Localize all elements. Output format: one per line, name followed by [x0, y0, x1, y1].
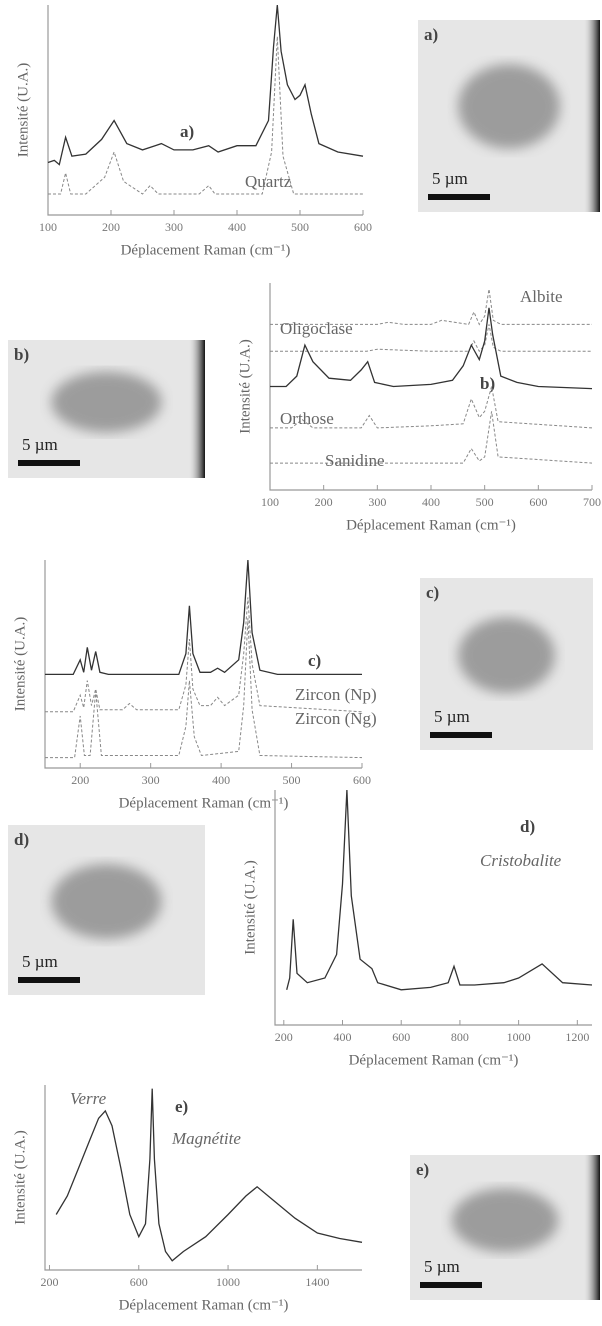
micrograph: e) 5 µm [410, 1155, 600, 1300]
x-tick-label: 100 [261, 495, 279, 509]
x-tick-label: 300 [368, 495, 386, 509]
series-label: Quartz [245, 172, 292, 191]
x-tick-label: 200 [315, 495, 333, 509]
x-tick-label: 500 [283, 773, 301, 787]
x-axis-label: Déplacement Raman (cm⁻¹) [121, 242, 291, 258]
edge [582, 20, 600, 212]
x-tick-label: 300 [142, 773, 160, 787]
image-label: a) [424, 25, 438, 44]
series-label: b) [480, 374, 495, 393]
y-axis-label: Intensité (U.A.) [15, 63, 31, 158]
axes-frame [47, 5, 363, 216]
series-label: c) [308, 651, 321, 670]
y-axis-label: Intensité (U.A.) [12, 617, 28, 712]
micrograph: b) 5 µm [8, 340, 205, 478]
annotation: Cristobalite [480, 851, 562, 870]
axes-frame [274, 790, 592, 1026]
spectrum [270, 386, 593, 429]
spectrum [55, 1088, 363, 1262]
spectrum [45, 597, 363, 713]
axes-frame [44, 560, 362, 769]
scale-label: 5 µm [22, 435, 58, 454]
series-label: Orthose [280, 409, 334, 428]
x-tick-label: 200 [102, 220, 120, 234]
image-label: c) [426, 583, 439, 602]
scale-label: 5 µm [434, 707, 470, 726]
image-label: d) [14, 830, 29, 849]
scale-label: 5 µm [432, 169, 468, 188]
x-tick-label: 400 [334, 1030, 352, 1044]
scale-bar [430, 732, 492, 738]
x-tick-label: 700 [583, 495, 601, 509]
spectrum [47, 4, 364, 166]
x-tick-label: 100 [39, 220, 57, 234]
scale-bar [18, 977, 80, 983]
x-tick-label: 200 [40, 1275, 58, 1289]
scale-bar [18, 460, 80, 466]
edge [582, 1155, 600, 1300]
image-label: b) [14, 345, 29, 364]
grain [458, 64, 560, 149]
x-axis-label: Déplacement Raman (cm⁻¹) [119, 1297, 289, 1313]
x-tick-label: 400 [228, 220, 246, 234]
x-tick-label: 600 [392, 1030, 410, 1044]
edge [187, 340, 205, 478]
spectrum [270, 411, 593, 464]
scale-bar [428, 194, 490, 200]
x-tick-label: 400 [212, 773, 230, 787]
series-label: Albite [520, 287, 563, 306]
x-tick-label: 600 [353, 773, 371, 787]
grain [458, 617, 555, 694]
x-tick-label: 1400 [305, 1275, 329, 1289]
grain [51, 371, 162, 433]
spectrum [286, 789, 593, 991]
x-axis-label: Déplacement Raman (cm⁻¹) [346, 517, 516, 533]
x-tick-label: 400 [422, 495, 440, 509]
x-tick-label: 600 [529, 495, 547, 509]
spectrum [270, 324, 592, 353]
x-tick-label: 600 [130, 1275, 148, 1289]
scale-label: 5 µm [22, 952, 58, 971]
series-label: Zircon (Np) [295, 685, 377, 704]
scale-bar [420, 1282, 482, 1288]
spectrum [45, 559, 362, 676]
series-label: Zircon (Ng) [295, 709, 377, 728]
micrograph: a) 5 µm [418, 20, 600, 212]
spectrum [270, 307, 593, 390]
spectrum [45, 618, 363, 759]
x-tick-label: 500 [291, 220, 309, 234]
series-label: a) [180, 122, 194, 141]
x-tick-label: 300 [165, 220, 183, 234]
x-tick-label: 1200 [565, 1030, 589, 1044]
micrograph: d) 5 µm [8, 825, 205, 995]
x-tick-label: 1000 [216, 1275, 240, 1289]
x-tick-label: 500 [476, 495, 494, 509]
annotation: Verre [70, 1089, 107, 1108]
x-tick-label: 1000 [507, 1030, 531, 1044]
series-label: d) [520, 817, 535, 836]
spectrum [48, 36, 363, 195]
y-axis-label: Intensité (U.A.) [237, 339, 253, 434]
series-label: Sanidine [325, 451, 385, 470]
annotation: Magnétite [171, 1129, 241, 1148]
micrograph: c) 5 µm [420, 578, 593, 750]
series-label: Oligoclase [280, 319, 353, 338]
x-axis-label: Déplacement Raman (cm⁻¹) [119, 795, 289, 811]
x-tick-label: 200 [275, 1030, 293, 1044]
spectrum [270, 289, 592, 326]
x-tick-label: 600 [354, 220, 372, 234]
y-axis-label: Intensité (U.A.) [242, 860, 258, 955]
axes-frame [44, 1085, 362, 1271]
image-label: e) [416, 1160, 429, 1179]
x-axis-label: Déplacement Raman (cm⁻¹) [349, 1052, 519, 1068]
grain [51, 864, 162, 939]
x-tick-label: 200 [71, 773, 89, 787]
x-tick-label: 800 [451, 1030, 469, 1044]
scale-label: 5 µm [424, 1257, 460, 1276]
series-label: e) [175, 1097, 188, 1116]
y-axis-label: Intensité (U.A.) [12, 1130, 28, 1225]
grain [451, 1188, 559, 1253]
